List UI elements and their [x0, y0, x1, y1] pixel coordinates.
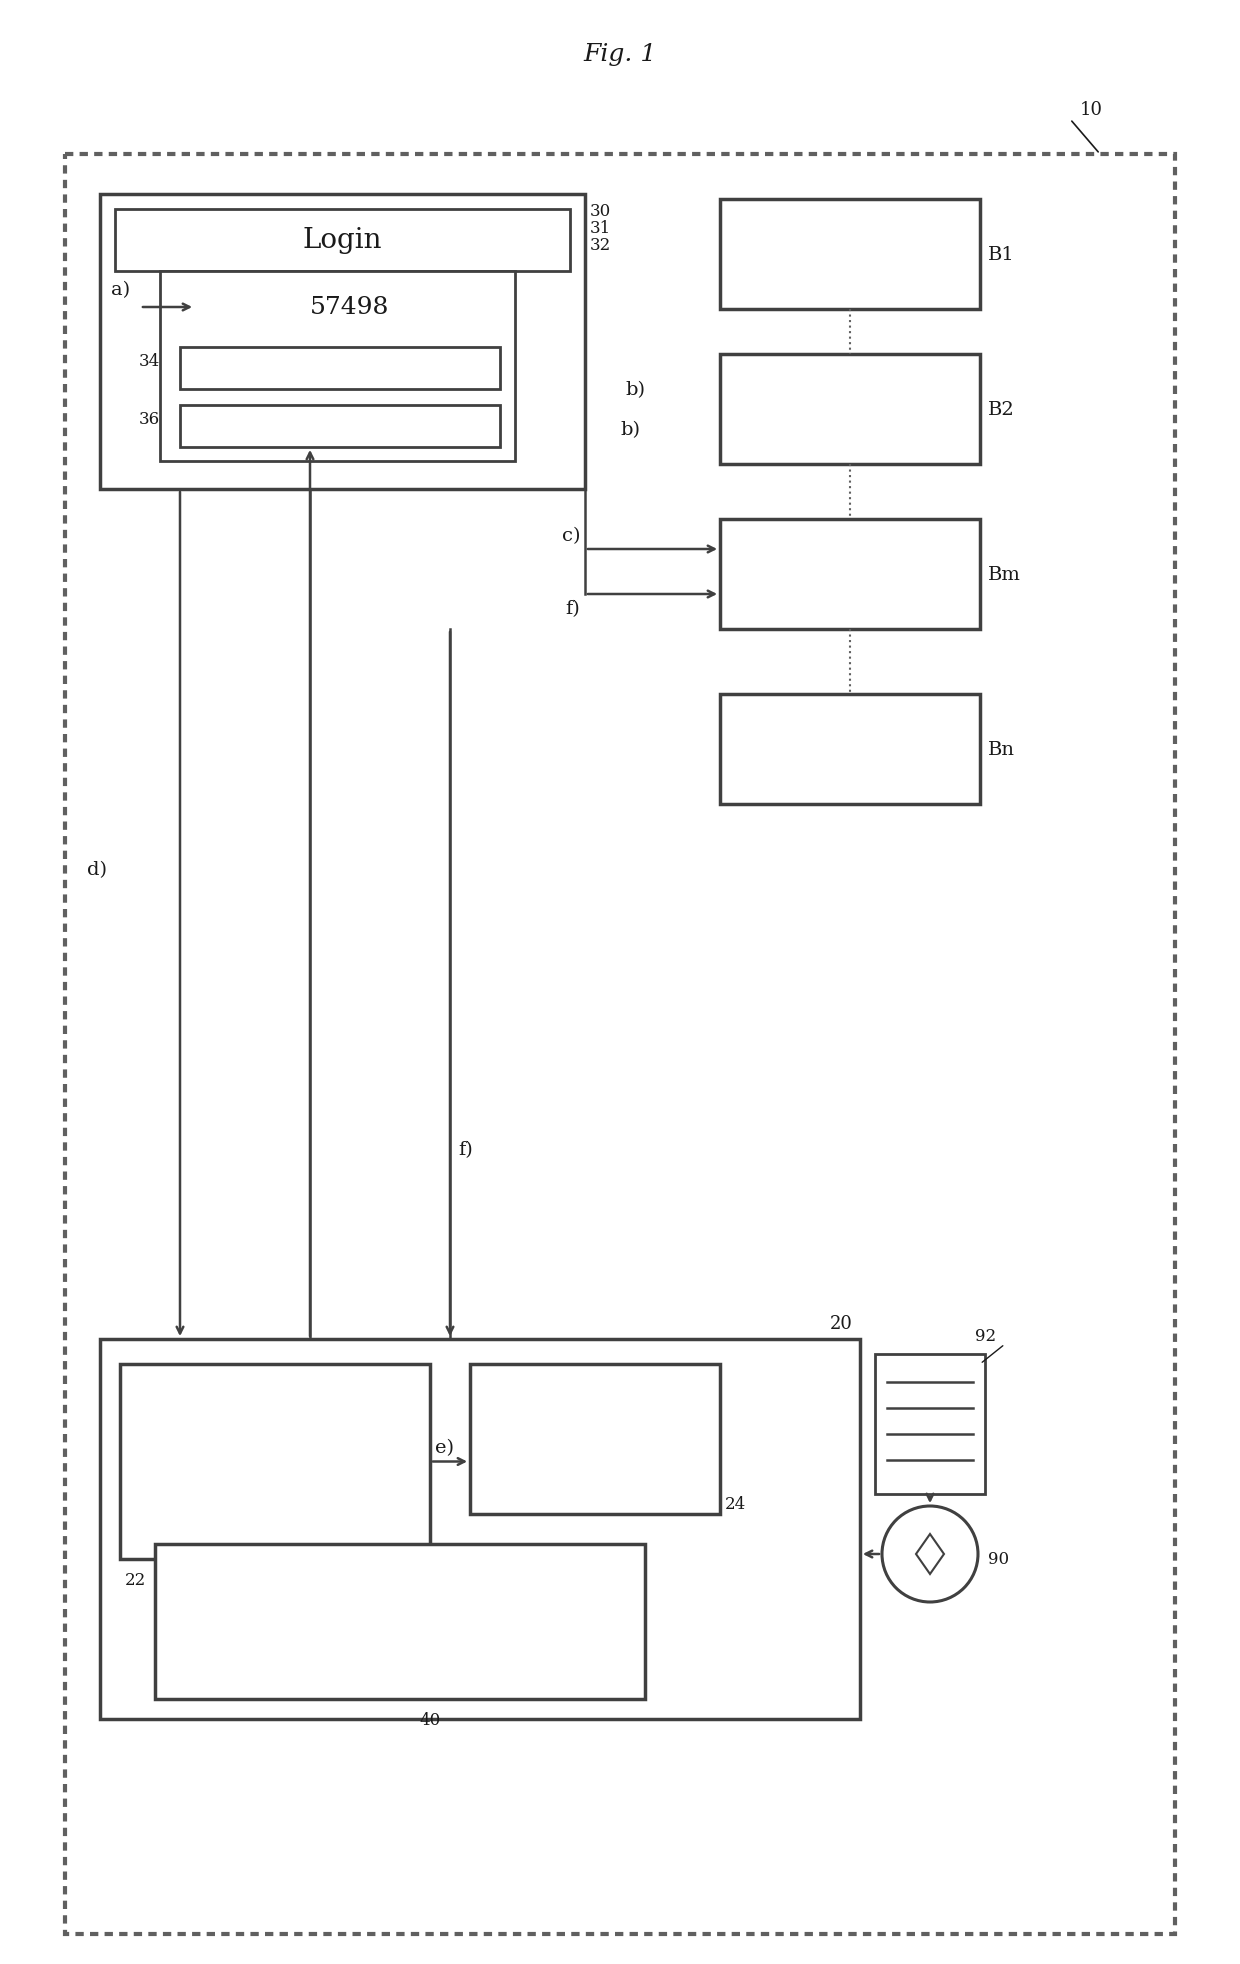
Text: 57498: 57498: [310, 297, 389, 320]
Text: Fig. 1: Fig. 1: [583, 43, 657, 67]
Bar: [100, 194, 585, 489]
Bar: [720, 520, 980, 630]
Text: c): c): [562, 526, 580, 544]
Text: 32: 32: [590, 238, 611, 253]
Bar: [720, 355, 980, 465]
Text: b): b): [625, 381, 645, 399]
Text: 34: 34: [139, 354, 160, 369]
Bar: [875, 1355, 985, 1495]
Bar: [470, 1365, 720, 1514]
Text: B1: B1: [988, 246, 1014, 263]
Text: 20: 20: [830, 1314, 853, 1332]
Bar: [180, 348, 500, 389]
Text: 24: 24: [725, 1497, 746, 1512]
Text: 10: 10: [1080, 100, 1104, 120]
Text: 36: 36: [139, 410, 160, 428]
Text: 92: 92: [975, 1328, 996, 1345]
Text: 90: 90: [988, 1552, 1009, 1567]
Bar: [120, 1365, 430, 1559]
Text: Bn: Bn: [988, 740, 1016, 758]
Polygon shape: [916, 1534, 944, 1575]
Text: b): b): [620, 420, 640, 438]
Text: 31: 31: [590, 220, 611, 238]
Text: 30: 30: [590, 202, 611, 220]
Bar: [115, 210, 570, 271]
Text: d): d): [87, 860, 107, 878]
Text: 22: 22: [125, 1571, 146, 1589]
Text: a): a): [110, 281, 130, 299]
Bar: [180, 407, 500, 448]
Text: 40: 40: [419, 1711, 440, 1728]
Bar: [64, 155, 1176, 1935]
Circle shape: [882, 1506, 978, 1603]
Text: f): f): [458, 1141, 472, 1159]
Bar: [720, 695, 980, 805]
Bar: [155, 1544, 645, 1699]
Bar: [720, 200, 980, 310]
Text: e): e): [435, 1440, 454, 1457]
Text: B2: B2: [988, 401, 1014, 418]
Text: f): f): [565, 599, 580, 619]
Bar: [100, 1339, 861, 1718]
Bar: [195, 283, 505, 334]
Text: Bm: Bm: [988, 566, 1021, 583]
Text: Login: Login: [303, 228, 382, 255]
Bar: [160, 271, 515, 462]
